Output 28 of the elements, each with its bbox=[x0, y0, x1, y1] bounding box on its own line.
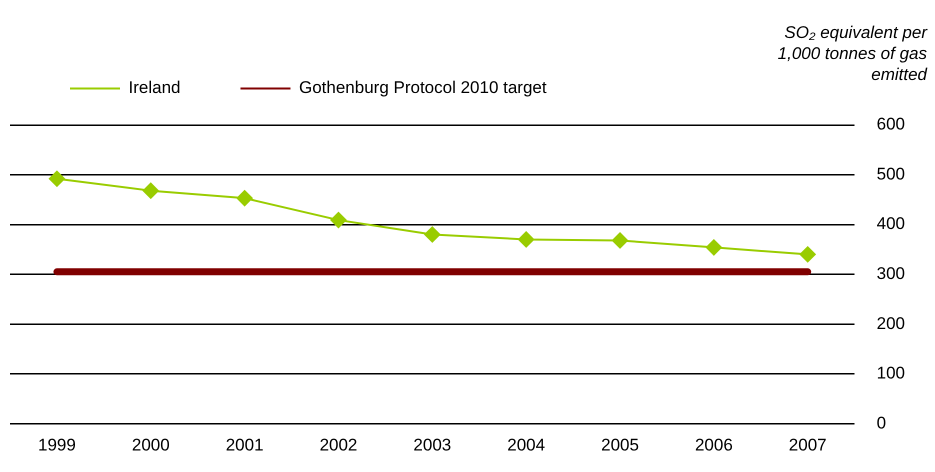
x-tick-label: 2005 bbox=[601, 435, 639, 454]
x-tick-label: 2006 bbox=[694, 435, 733, 454]
x-tick-label: 2003 bbox=[413, 435, 452, 454]
point bbox=[612, 232, 628, 248]
point bbox=[142, 182, 159, 199]
y-tick-label: 600 bbox=[876, 114, 906, 134]
point bbox=[236, 190, 253, 206]
x-tick-label: 2000 bbox=[132, 435, 170, 454]
legend-label: Ireland bbox=[128, 78, 180, 98]
x-tick-label: 2001 bbox=[226, 435, 264, 454]
point bbox=[706, 239, 722, 256]
point bbox=[48, 170, 65, 187]
y-tick-label: 500 bbox=[876, 164, 906, 184]
x-tick-label: 2007 bbox=[788, 435, 827, 454]
y-tick-label: 300 bbox=[876, 264, 906, 283]
x-tick-label: 1999 bbox=[38, 435, 76, 454]
y-tick-label: 0 bbox=[876, 413, 886, 432]
legend-label: Gothenburg Protocol 2010 target bbox=[298, 78, 547, 98]
y-tick-label: 200 bbox=[876, 314, 906, 333]
y-tick-label: 100 bbox=[876, 364, 906, 383]
point bbox=[518, 231, 534, 248]
point bbox=[330, 212, 346, 228]
x-tick-label: 2004 bbox=[507, 435, 546, 454]
y-axis-title: SO₂ equivalent per 1,000 tonnes of gas emitted bbox=[776, 22, 927, 85]
x-tick-label: 2002 bbox=[320, 435, 358, 454]
point bbox=[800, 246, 816, 262]
point bbox=[424, 226, 440, 242]
y-tick-label: 400 bbox=[876, 214, 906, 234]
